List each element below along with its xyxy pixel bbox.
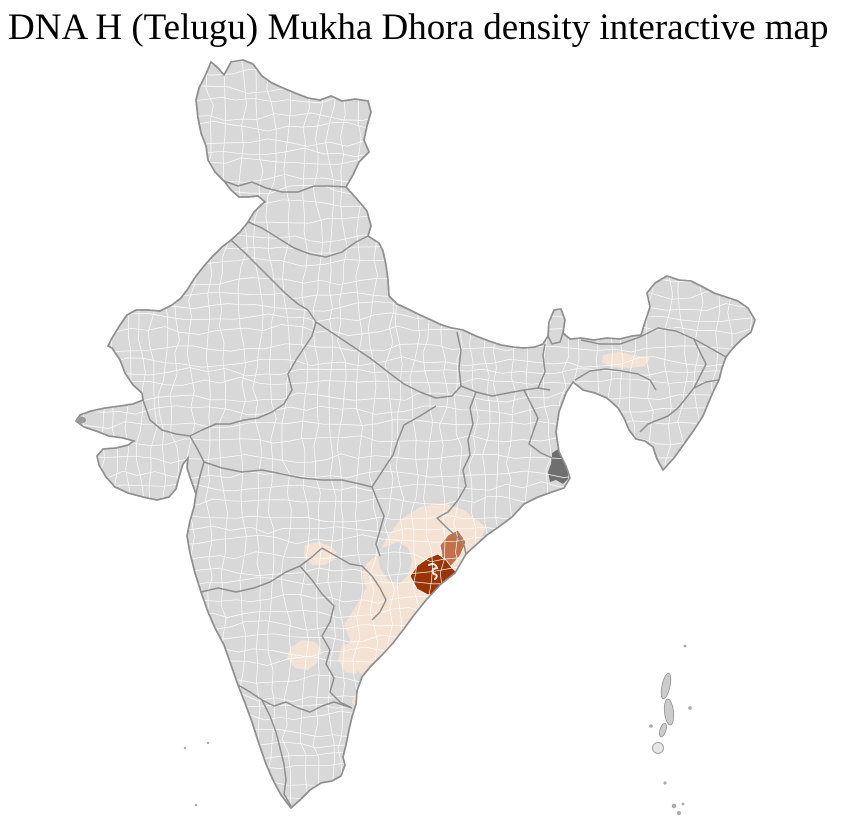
andaman-island xyxy=(659,722,667,738)
islet xyxy=(206,741,210,745)
islet xyxy=(677,811,681,815)
country-outline xyxy=(75,59,756,809)
islet xyxy=(183,746,187,750)
islet xyxy=(194,803,198,807)
region-inland-low-density-2[interactable] xyxy=(287,640,322,670)
andaman-island xyxy=(663,698,675,726)
andaman-island xyxy=(660,672,672,700)
islet xyxy=(649,724,653,728)
islet xyxy=(76,416,86,424)
islet xyxy=(688,706,692,710)
region-high-density-enclave xyxy=(428,563,439,580)
islet xyxy=(671,803,677,809)
region-delta-metro-district[interactable] xyxy=(548,448,577,484)
state-borders xyxy=(142,180,727,807)
islet xyxy=(683,644,687,648)
island-chains xyxy=(76,416,692,815)
islet xyxy=(663,781,667,785)
islet xyxy=(681,802,685,806)
region-northeast-low-density[interactable] xyxy=(602,352,650,368)
page-title: DNA H (Telugu) Mukha Dhora density inter… xyxy=(8,7,829,48)
atoll-island xyxy=(652,742,664,754)
